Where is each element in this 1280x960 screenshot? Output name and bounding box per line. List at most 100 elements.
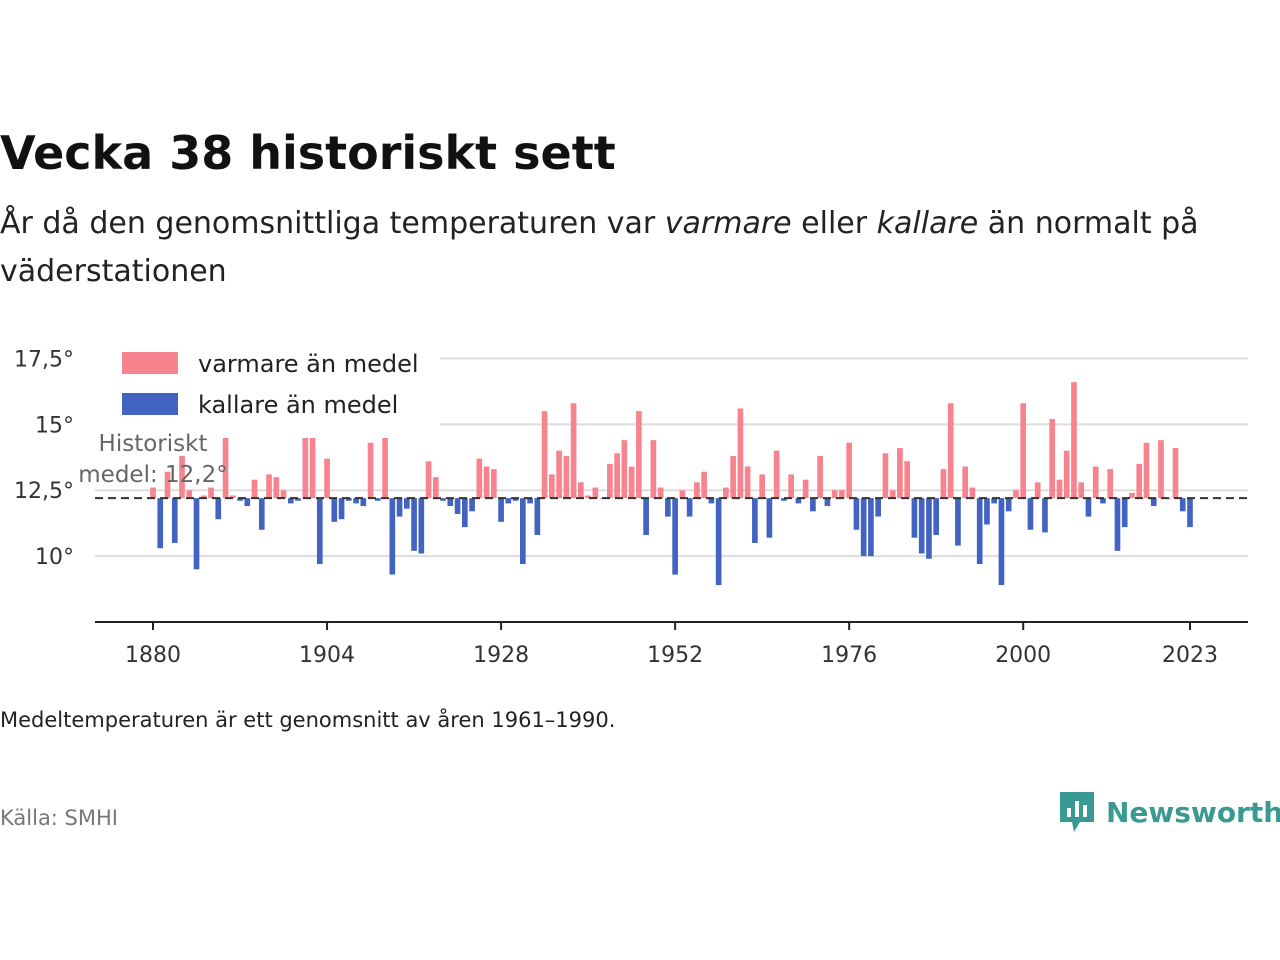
bar-cold bbox=[926, 498, 932, 559]
bar-warm bbox=[200, 495, 207, 499]
bar-cold bbox=[512, 498, 519, 501]
bar-warm bbox=[1143, 442, 1150, 499]
bar-warm bbox=[1034, 482, 1041, 499]
bar-warm bbox=[607, 463, 613, 499]
bar-warm bbox=[556, 450, 562, 499]
bar-warm bbox=[773, 450, 780, 499]
bar-cold bbox=[374, 498, 381, 501]
bar-cold bbox=[157, 498, 164, 549]
bar-warm bbox=[186, 490, 193, 499]
bar-warm bbox=[273, 477, 280, 499]
chart-subtitle: År då den genomsnittliga temperaturen va… bbox=[0, 200, 1240, 296]
x-tick-label: 1952 bbox=[647, 643, 703, 668]
bar-cold bbox=[1042, 498, 1048, 533]
bar-warm bbox=[730, 455, 736, 499]
bar-cold bbox=[244, 498, 251, 507]
chart-title: Vecka 38 historiskt sett bbox=[0, 126, 616, 180]
legend-cold-label: kallare än medel bbox=[198, 391, 398, 419]
bar-cold bbox=[389, 498, 396, 575]
bar-cold bbox=[868, 498, 874, 557]
bar-cold bbox=[781, 498, 787, 501]
y-tick-label: 12,5° bbox=[14, 479, 74, 504]
bar-warm bbox=[940, 469, 947, 499]
bars bbox=[150, 382, 1193, 586]
y-tick-label: 10° bbox=[35, 545, 74, 570]
bar-warm bbox=[846, 442, 852, 499]
bar-cold bbox=[462, 498, 468, 528]
bar-warm bbox=[882, 453, 889, 499]
bar-cold bbox=[469, 498, 475, 512]
bar-warm bbox=[491, 469, 497, 499]
bar-cold bbox=[1187, 498, 1193, 528]
bar-warm bbox=[701, 471, 707, 499]
bar-warm bbox=[650, 440, 657, 499]
subtitle-middle: eller bbox=[791, 206, 877, 241]
bar-warm bbox=[657, 487, 664, 499]
bar-warm bbox=[614, 453, 620, 499]
bar-cold bbox=[440, 498, 446, 501]
bar-cold bbox=[498, 498, 504, 522]
bar-cold bbox=[991, 498, 998, 504]
bar-warm bbox=[324, 458, 330, 499]
bar-cold bbox=[287, 498, 294, 504]
bar-cold bbox=[752, 498, 758, 543]
bar-cold bbox=[454, 498, 461, 514]
source-label: Källa: SMHI bbox=[0, 806, 118, 830]
bar-warm bbox=[1172, 448, 1179, 499]
bar-cold bbox=[396, 498, 403, 517]
bar-cold bbox=[338, 498, 345, 520]
x-tick-label: 1904 bbox=[299, 643, 355, 668]
bar-chart-speech-bubble-icon bbox=[1060, 792, 1094, 832]
bar-cold bbox=[708, 498, 715, 504]
bar-cold bbox=[331, 498, 338, 522]
bar-cold bbox=[643, 498, 649, 536]
bar-warm bbox=[904, 461, 911, 499]
bar-cold bbox=[1100, 498, 1106, 504]
brand-name: Newsworthy bbox=[1106, 795, 1280, 829]
bar-cold bbox=[527, 498, 533, 504]
bar-warm bbox=[737, 408, 744, 499]
bar-warm bbox=[621, 440, 628, 499]
bar-warm bbox=[788, 474, 794, 499]
bar-warm bbox=[585, 495, 591, 499]
y-tick-label: 17,5° bbox=[14, 347, 74, 372]
x-tick-label: 2023 bbox=[1162, 643, 1218, 668]
bar-warm bbox=[1071, 382, 1077, 499]
bar-warm bbox=[628, 466, 635, 499]
bar-cold bbox=[976, 498, 983, 565]
bar-cold bbox=[824, 498, 831, 507]
bar-cold bbox=[672, 498, 678, 575]
bar-warm bbox=[962, 466, 969, 499]
bar-warm bbox=[1056, 479, 1063, 499]
bar-warm bbox=[208, 487, 214, 499]
legend-warm-swatch bbox=[122, 352, 178, 374]
bar-cold bbox=[316, 498, 323, 565]
bar-warm bbox=[759, 474, 765, 499]
legend-cold-swatch bbox=[122, 393, 178, 415]
bar-warm bbox=[150, 487, 156, 499]
bar-cold bbox=[665, 498, 671, 517]
bar-warm bbox=[229, 495, 236, 499]
bar-warm bbox=[570, 403, 577, 499]
bar-warm bbox=[280, 490, 287, 499]
bar-cold bbox=[984, 498, 990, 525]
bar-warm bbox=[1020, 403, 1027, 499]
bar-warm bbox=[947, 403, 954, 499]
bar-warm bbox=[969, 487, 976, 499]
bar-warm bbox=[476, 458, 483, 499]
bar-warm bbox=[483, 466, 490, 499]
subtitle-warm-word: varmare bbox=[664, 206, 792, 241]
footnote: Medeltemperaturen är ett genomsnitt av å… bbox=[0, 708, 616, 732]
average-annotation-line1: Historiskt bbox=[99, 431, 208, 457]
bar-cold bbox=[295, 498, 301, 501]
bar-cold bbox=[998, 498, 1005, 586]
bar-cold bbox=[534, 498, 541, 536]
bar-warm bbox=[302, 405, 309, 499]
bar-cold bbox=[795, 498, 802, 504]
bar-cold bbox=[411, 498, 417, 551]
bar-cold bbox=[1114, 498, 1121, 551]
bar-warm bbox=[367, 442, 374, 499]
bar-warm bbox=[1078, 482, 1085, 499]
bar-warm bbox=[802, 479, 809, 499]
bar-warm bbox=[309, 408, 316, 499]
